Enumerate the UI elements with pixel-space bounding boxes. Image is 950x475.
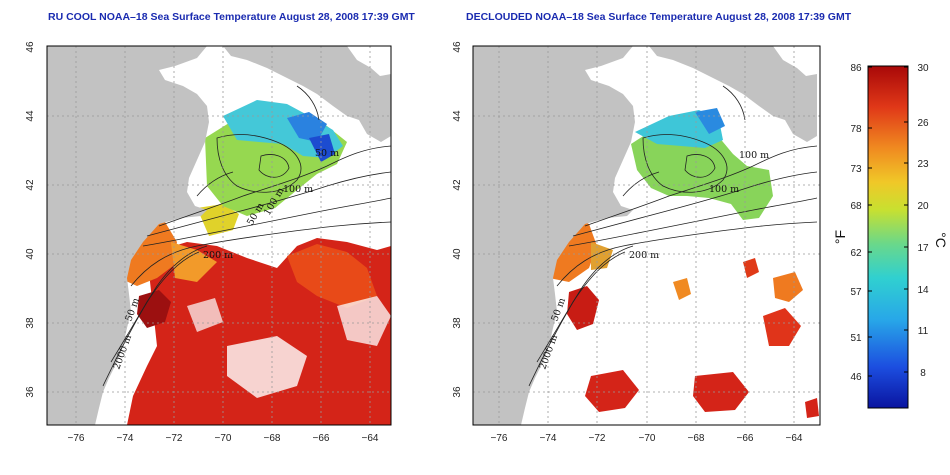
lat-tick: 42 [25, 179, 36, 191]
contour-label: 50 m [315, 148, 339, 159]
colorbar-c-tick: 14 [917, 285, 929, 296]
colorbar-c-tick: 11 [918, 326, 929, 337]
graticule-left [47, 46, 391, 425]
lon-ticks-right: −76 −74 −72 −70 −68 −66 −64 [491, 433, 803, 444]
lon-ticks-left: −76 −74 −72 −70 −68 −66 −64 [68, 433, 379, 444]
lat-tick: 40 [25, 248, 36, 260]
bathymetry-contours-right [528, 85, 818, 387]
map-panel-left: 50 m 100 m 50 m 100 m 200 m 50 m 2000 m [25, 41, 392, 444]
colorbar-f-tick: 68 [850, 201, 862, 212]
map-title-left: RU COOL NOAA–18 Sea Surface Temperature … [48, 11, 415, 23]
lon-tick: −72 [166, 433, 183, 444]
lat-ticks-left: 46 44 42 40 38 36 [25, 41, 36, 398]
colorbar-f-tick: 73 [850, 164, 862, 175]
contour-label: 100 m [283, 184, 313, 195]
lat-tick: 36 [452, 386, 463, 398]
lat-ticks-right: 46 44 42 40 38 36 [452, 41, 463, 398]
colorbar-celsius-label: °C [933, 232, 949, 248]
colorbar-c-tick: 23 [917, 159, 929, 170]
lon-tick: −68 [688, 433, 705, 444]
lat-tick: 38 [452, 317, 463, 329]
colorbar-f-tick: 46 [850, 372, 862, 383]
lat-tick: 46 [452, 41, 463, 53]
lat-tick: 38 [25, 317, 36, 329]
colorbar-fahrenheit-label: °F [832, 230, 848, 244]
graticule-right [473, 46, 820, 425]
map-title-right: DECLOUDED NOAA–18 Sea Surface Temperatur… [466, 11, 852, 23]
colorbar-f-tick: 62 [850, 248, 862, 259]
lon-tick: −64 [362, 433, 379, 444]
contour-label: 100 m [739, 150, 769, 161]
colorbar-c-tick: 8 [920, 368, 926, 379]
lon-tick: −76 [68, 433, 85, 444]
lon-tick: −74 [540, 433, 557, 444]
contour-label: 200 m [203, 250, 233, 261]
lon-tick: −68 [264, 433, 281, 444]
colorbar-c-tick: 26 [917, 118, 929, 129]
bathymetry-contours-left [102, 85, 391, 387]
map-panel-right: 100 m 100 m 200 m 50 m 2000 m −76 −74 [452, 41, 821, 444]
lon-tick: −76 [491, 433, 508, 444]
colorbar-c-tick: 30 [917, 63, 929, 74]
temperature-colorbar: 86 78 73 68 62 57 51 46 30 26 23 20 17 1… [832, 63, 949, 409]
colorbar-f-tick: 51 [850, 333, 862, 344]
colorbar-f-tick: 57 [850, 287, 862, 298]
colorbar-gradient [867, 65, 909, 409]
lon-tick: −70 [215, 433, 232, 444]
lon-tick: −74 [117, 433, 134, 444]
colorbar-c-tick: 17 [917, 243, 929, 254]
lon-tick: −72 [589, 433, 606, 444]
lat-tick: 36 [25, 386, 36, 398]
lat-tick: 44 [25, 110, 36, 122]
contour-label: 100 m [709, 184, 739, 195]
lat-tick: 40 [452, 248, 463, 260]
lon-tick: −64 [786, 433, 803, 444]
lon-tick: −70 [639, 433, 656, 444]
lat-tick: 46 [25, 41, 36, 53]
lat-tick: 42 [452, 179, 463, 191]
contour-label: 200 m [629, 250, 659, 261]
lon-tick: −66 [313, 433, 330, 444]
lat-tick: 44 [452, 110, 463, 122]
colorbar-f-tick: 86 [850, 63, 862, 74]
lon-tick: −66 [737, 433, 754, 444]
colorbar-f-tick: 78 [850, 124, 862, 135]
colorbar-c-tick: 20 [917, 201, 929, 212]
